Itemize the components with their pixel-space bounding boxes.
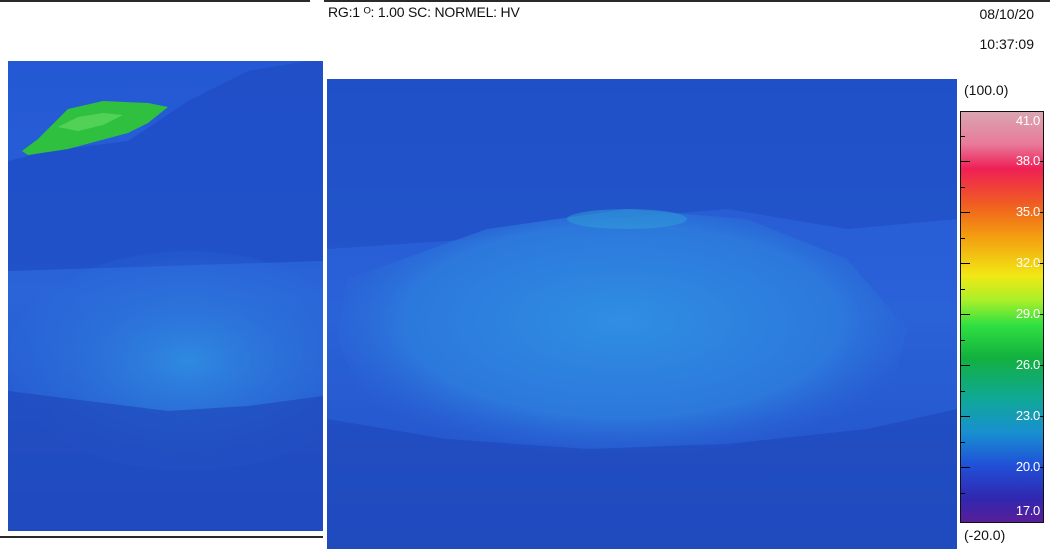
tick-minor-8 [960, 493, 965, 494]
tick-label-4: 29.0 [1015, 306, 1040, 321]
tick-label-2: 35.0 [1015, 204, 1040, 219]
tick-minor-1 [960, 136, 965, 137]
date-readout: 08/10/20 [979, 6, 1035, 22]
tick-mark-1r [1038, 161, 1044, 162]
tick-label-1: 38.0 [1015, 153, 1040, 168]
tick-mark-6 [960, 416, 970, 417]
hot-region [22, 101, 168, 155]
scale-range-max: (100.0) [964, 82, 1009, 98]
top-rule-right [324, 0, 1050, 2]
thermal-image-left-canvas [8, 61, 323, 531]
tick-mark-3r [1038, 263, 1044, 264]
tick-mark-4 [960, 314, 970, 315]
tick-minor-4 [960, 289, 965, 290]
tick-label-8: 17.0 [1015, 503, 1040, 518]
tick-mark-1 [960, 161, 970, 162]
tick-minor-5 [960, 340, 965, 341]
status-line: RG:1 ᴼ: 1.00 SC: NORMEL: HV [328, 4, 520, 20]
tick-minor-6 [960, 391, 965, 392]
top-rule-left [0, 0, 310, 2]
tick-mark-2r [1038, 212, 1044, 213]
thermal-image-left[interactable] [8, 61, 323, 531]
tick-label-7: 20.0 [1015, 459, 1040, 474]
tick-minor-2 [960, 187, 965, 188]
tick-minor-3 [960, 238, 965, 239]
colorbar-border [960, 111, 1044, 523]
tick-minor-7 [960, 442, 965, 443]
colorbar-gradient [960, 111, 1044, 523]
thermal-image-main[interactable] [327, 79, 957, 549]
tick-mark-2 [960, 212, 970, 213]
tick-mark-3 [960, 263, 970, 264]
time-readout: 10:37:09 [979, 36, 1035, 52]
temperature-colorbar: 41.0 38.0 35.0 32.0 29.0 26.0 23.0 20.0 … [960, 111, 1044, 523]
tick-mark-5r [1038, 365, 1044, 366]
scale-range-min: (-20.0) [964, 527, 1006, 543]
bottom-rule-left [0, 536, 323, 538]
tick-mark-4r [1038, 314, 1044, 315]
tick-label-6: 23.0 [1015, 408, 1040, 423]
tick-mark-5 [960, 365, 970, 366]
thermal-image-main-canvas [327, 79, 957, 549]
tick-mark-6r [1038, 416, 1044, 417]
tick-label-5: 26.0 [1015, 357, 1040, 372]
tick-mark-7 [960, 467, 970, 468]
tick-label-3: 32.0 [1015, 255, 1040, 270]
tick-mark-7r [1038, 467, 1044, 468]
tick-label-0: 41.0 [1015, 113, 1040, 128]
